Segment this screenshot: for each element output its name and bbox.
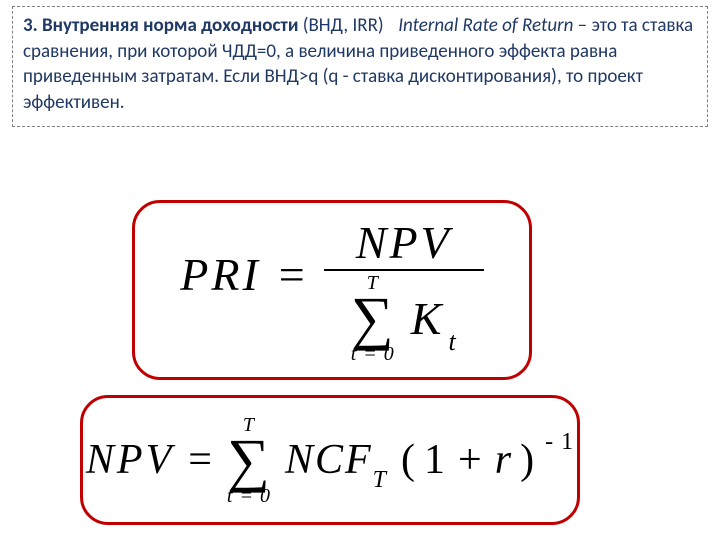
- close-paren: ): [520, 436, 535, 484]
- k-variable: K: [401, 292, 443, 345]
- r-variable: r: [495, 436, 512, 484]
- formula-pri: PRI = NPV T ∑ t = 0 K t: [132, 200, 532, 380]
- definition-bold: 3. Внутренняя норма доходности: [23, 14, 298, 37]
- sigma-block: T ∑ t = 0: [351, 273, 395, 364]
- constant-one: 1: [424, 436, 446, 484]
- sigma-lower-2: t = 0: [227, 486, 271, 506]
- ncf-subscript: T: [373, 467, 393, 494]
- pri-denominator: T ∑ t = 0 K t: [351, 271, 457, 364]
- sigma-symbol: ∑: [351, 293, 395, 344]
- open-paren: (: [401, 436, 416, 484]
- k-subscript: t: [442, 327, 456, 357]
- npv-equals: =: [182, 436, 219, 484]
- pri-lhs: PRI: [180, 216, 261, 301]
- pri-equals: =: [271, 216, 314, 301]
- ncf-variable: NCF: [279, 436, 373, 484]
- npv-lhs: NPV: [86, 436, 174, 484]
- exponent: - 1: [543, 429, 574, 456]
- pri-numerator: NPV: [356, 216, 452, 269]
- pri-fraction: NPV T ∑ t = 0 K t: [324, 216, 484, 364]
- definition-italic-name: Internal Rate of Return: [398, 14, 573, 37]
- definition-paren-ru: (ВНД,: [303, 14, 348, 37]
- plus-sign: +: [454, 436, 487, 484]
- definition-irr: IRR): [352, 14, 383, 37]
- definition-title: 3. Внутренняя норма доходности: [23, 14, 298, 37]
- definition-box: 3. Внутренняя норма доходности (ВНД, IRR…: [12, 6, 708, 127]
- sigma-symbol-2: ∑: [227, 435, 271, 486]
- sigma-block-2: T ∑ t = 0: [227, 415, 271, 506]
- sigma-lower: t = 0: [351, 344, 395, 364]
- formula-npv: NPV = T ∑ t = 0 NCF T ( 1 + r ) - 1: [80, 395, 580, 525]
